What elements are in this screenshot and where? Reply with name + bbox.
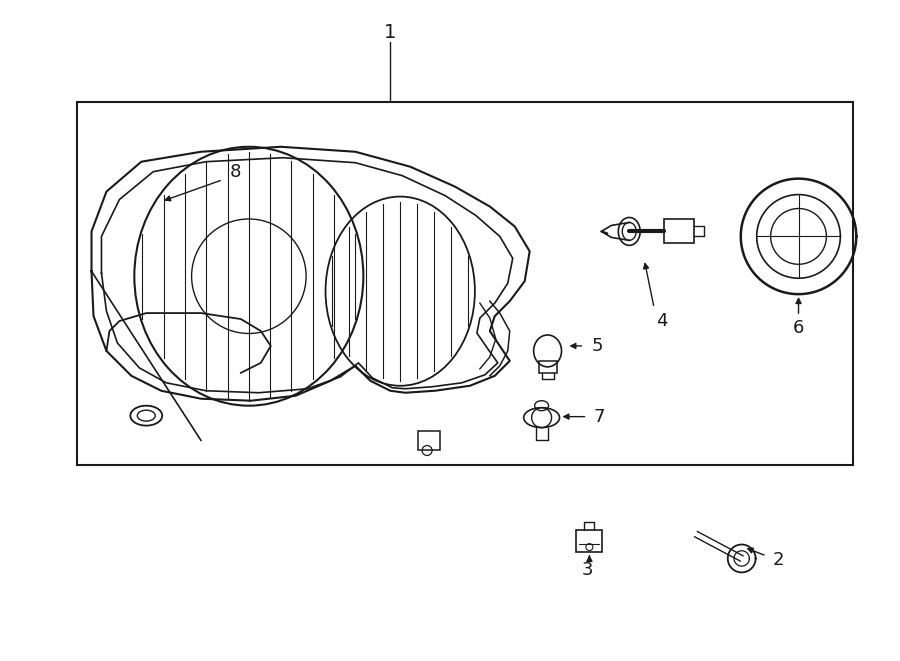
Text: 1: 1 [384, 22, 396, 42]
Text: 5: 5 [591, 337, 603, 355]
Bar [76, 102, 853, 465]
Text: 2: 2 [773, 551, 785, 569]
Text: 6: 6 [793, 319, 805, 337]
Bar [664, 219, 694, 243]
Text: 4: 4 [656, 312, 668, 330]
Text: 8: 8 [230, 163, 241, 180]
Text: 7: 7 [594, 408, 605, 426]
Bar [577, 530, 602, 552]
Bar [418, 430, 440, 451]
Text: 3: 3 [581, 561, 593, 579]
Bar [538, 361, 556, 373]
